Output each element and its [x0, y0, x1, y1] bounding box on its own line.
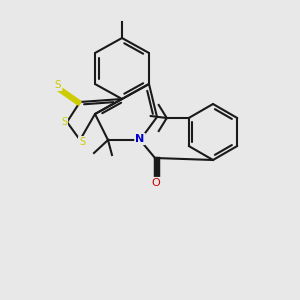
Text: O: O	[152, 178, 160, 188]
Text: S: S	[79, 137, 85, 147]
Text: S: S	[61, 117, 67, 127]
Text: S: S	[55, 80, 61, 90]
Text: N: N	[135, 134, 145, 144]
